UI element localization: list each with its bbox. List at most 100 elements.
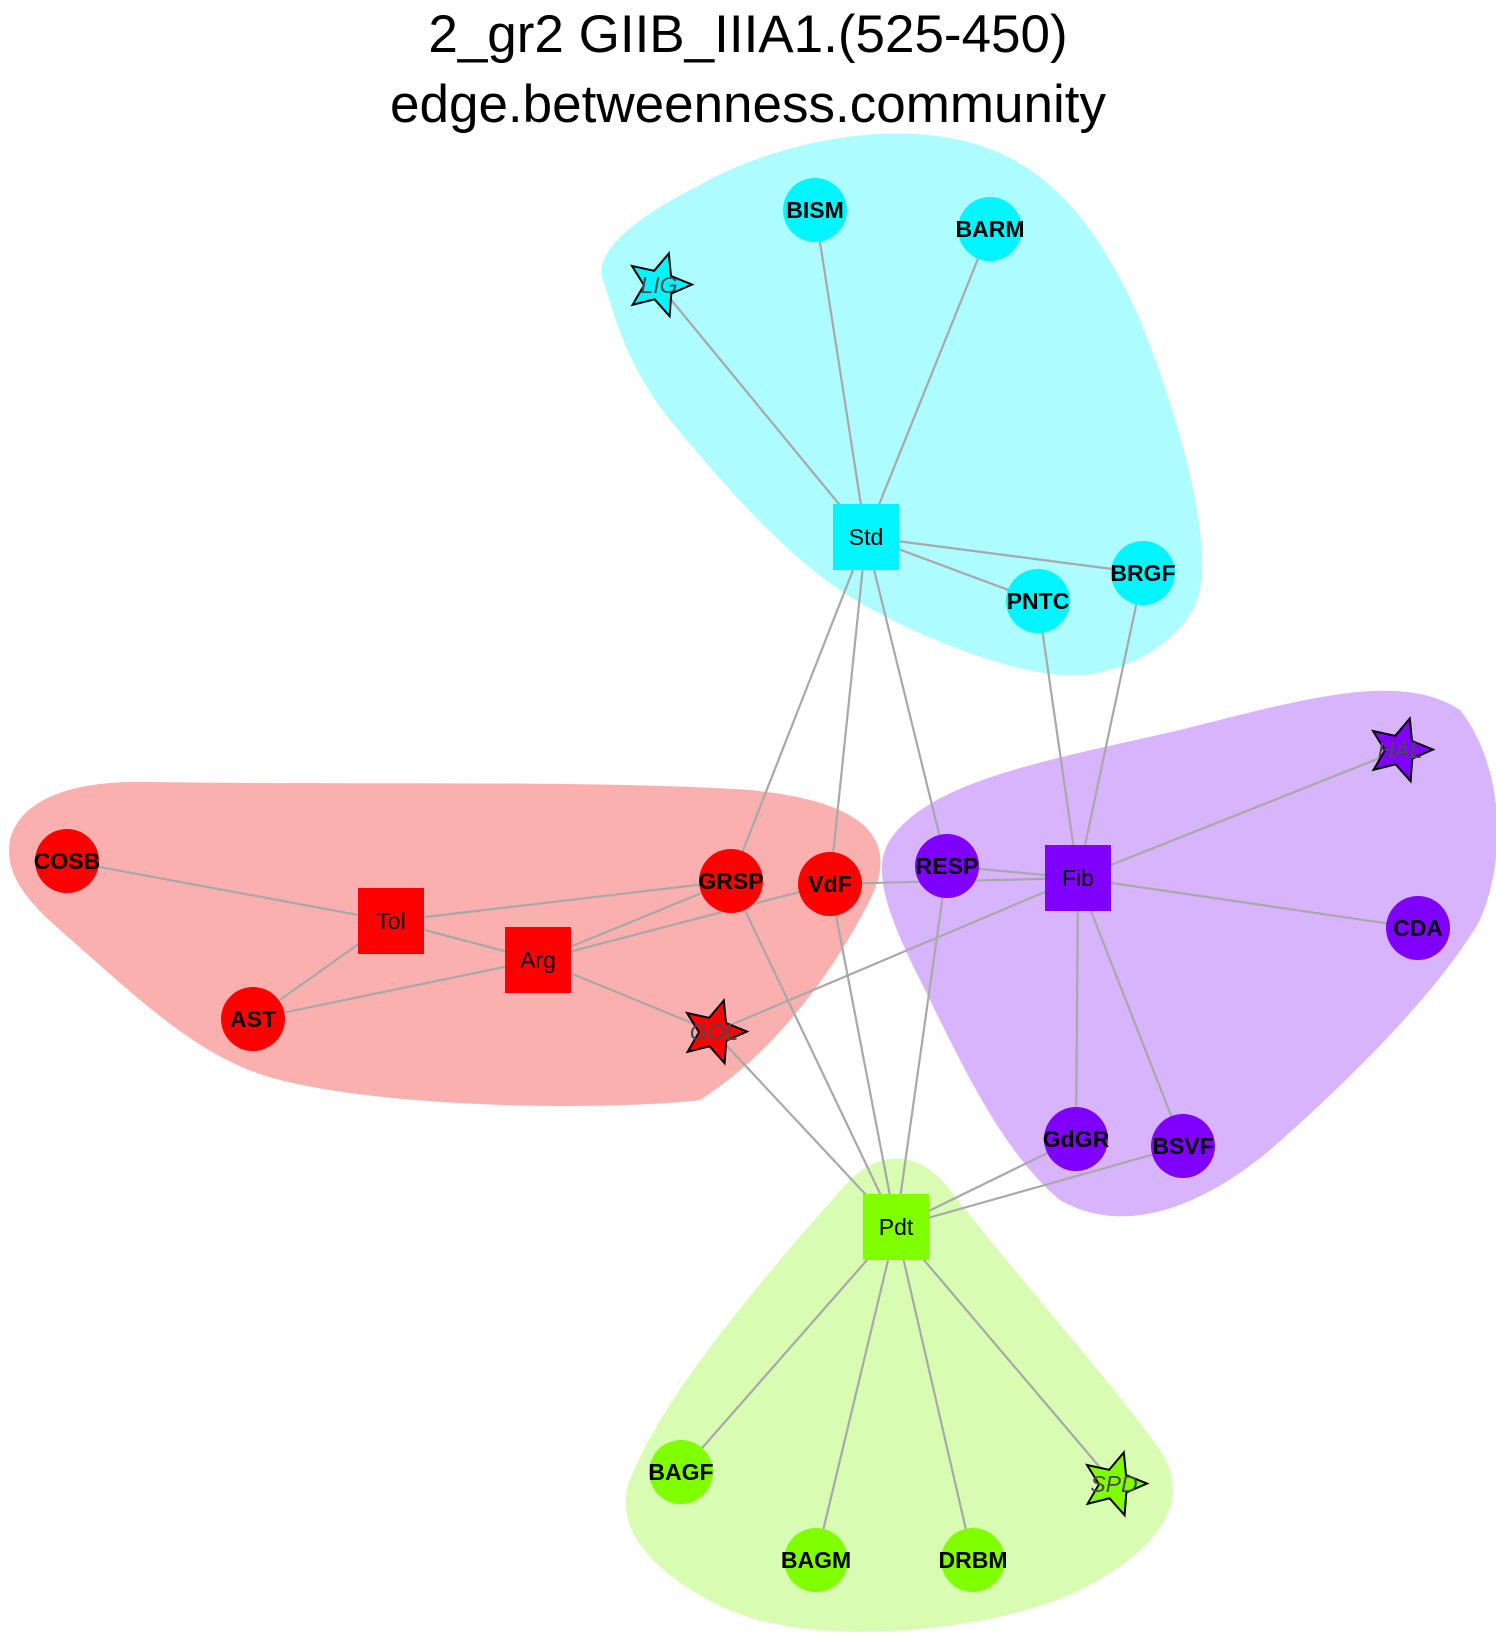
edge-Tol-COSB [66,859,392,923]
node-bagm: BAGM [781,1528,851,1592]
node-spd: SPD [1084,1450,1150,1518]
node-shape-pdt [863,1194,929,1260]
node-label-vdf: VdF [808,871,851,897]
node-shape-spd [1084,1450,1150,1518]
graph-edges [66,209,1419,1561]
edge-Fib-GdGR [1074,877,1080,1140]
node-shape-bagf [649,1440,713,1504]
node-shape-hal [1370,716,1436,784]
node-shape-barm [958,197,1022,261]
node-label-ast: AST [230,1006,276,1032]
node-barm: BARM [956,197,1025,261]
edge-Std-BISM [813,209,868,538]
node-vdf: VdF [798,852,862,916]
node-grsp: GRSP [698,849,764,913]
node-label-lig: LIG [640,272,677,298]
edge-Pdt-BSVF [895,1144,1184,1229]
node-label-tol: Tol [376,908,405,934]
node-bism: BISM [783,178,847,242]
node-label-hal: HAL [1378,737,1423,763]
node-tol: Tol [358,888,424,954]
node-brgf: BRGF [1110,541,1176,605]
node-label-grsp: GRSP [698,868,763,894]
node-shape-cosb [35,829,99,893]
node-fib: Fib [1045,845,1111,911]
edge-Fib-PNTC [1036,600,1080,879]
node-gol: GOL [684,998,750,1066]
node-std: Std [833,504,899,570]
node-shape-gol [684,998,750,1066]
node-cda: CDA [1386,896,1450,960]
community-hull-green [625,1158,1173,1632]
node-label-bagf: BAGF [648,1459,713,1485]
node-shape-bism [783,178,847,242]
node-shape-cda [1386,896,1450,960]
edge-Arg-VdF [537,882,831,962]
node-shape-resp [915,834,979,898]
edge-Std-BRGF [865,535,1144,575]
node-label-bsvf: BSVF [1152,1133,1213,1159]
edge-Pdt-BAGF [680,1226,897,1473]
node-label-cosb: COSB [34,848,100,874]
node-shape-fib [1045,845,1111,911]
node-label-bism: BISM [786,197,844,223]
node-bagf: BAGF [648,1440,714,1504]
node-shape-ast [221,987,285,1051]
node-ast: AST [221,987,285,1051]
node-label-cda: CDA [1393,915,1443,941]
node-pdt: Pdt [863,1194,929,1260]
node-label-gol: GOL [690,1019,739,1045]
node-label-gdgr: GdGR [1043,1126,1110,1152]
node-hal: HAL [1370,716,1436,784]
node-shape-std [833,504,899,570]
node-arg: Arg [505,927,571,993]
edge-Fib-CDA [1077,876,1419,930]
edge-Pdt-BAGM [814,1226,898,1561]
node-shape-brgf [1111,541,1175,605]
node-label-spd: SPD [1090,1471,1137,1497]
edge-Pdt-GRSP [730,880,897,1228]
edge-Fib-BRGF [1076,572,1145,879]
node-shape-tol [358,888,424,954]
title-block: 2_gr2 GIIB_IIIA1.(525-450) edge.betweenn… [0,0,1496,140]
graph-nodes: BISM BARM LIG Std BRGF PNTC HAL COSB GRSP VdF RESP… [34,178,1450,1592]
graph-subtitle: edge.betweenness.community [390,75,1106,134]
node-shape-arg [505,927,571,993]
node-label-fib: Fib [1062,865,1094,891]
edge-Fib-BSVF [1076,877,1185,1147]
node-lig: LIG [629,251,695,319]
node-drbm: DRBM [939,1528,1008,1592]
node-label-drbm: DRBM [939,1547,1008,1573]
node-label-barm: BARM [956,216,1025,242]
node-label-brgf: BRGF [1110,560,1175,586]
edge-Pdt-DRBM [894,1226,975,1561]
node-shape-bsvf [1151,1114,1215,1178]
edge-Std-RESP [864,536,949,867]
node-cosb: COSB [34,829,100,893]
edge-Pdt-SPD [895,1226,1115,1485]
node-label-pdt: Pdt [879,1214,914,1240]
node-label-std: Std [849,524,884,550]
node-shape-pntc [1006,569,1070,633]
community-hull-purple [882,690,1496,1217]
edge-Tol-GRSP [390,879,732,923]
node-label-resp: RESP [916,853,979,879]
node-shape-grsp [699,849,763,913]
edge-Std-GRSP [729,536,868,882]
node-label-pntc: PNTC [1007,588,1070,614]
edge-Std-VdF [828,536,868,885]
community-hull-cyan [601,133,1202,676]
edge-Pdt-VdF [828,883,898,1228]
node-shape-vdf [798,852,862,916]
node-shape-bagm [784,1528,848,1592]
node-pntc: PNTC [1006,569,1070,633]
edge-Fib-GOL [713,876,1079,1034]
node-shape-drbm [941,1528,1005,1592]
edge-Std-BARM [864,228,992,538]
edge-Pdt-RESP [894,865,949,1228]
node-gdgr: GdGR [1043,1107,1110,1171]
node-resp: RESP [915,834,979,898]
node-shape-lig [629,251,695,319]
edge-Std-LIG [658,284,867,538]
